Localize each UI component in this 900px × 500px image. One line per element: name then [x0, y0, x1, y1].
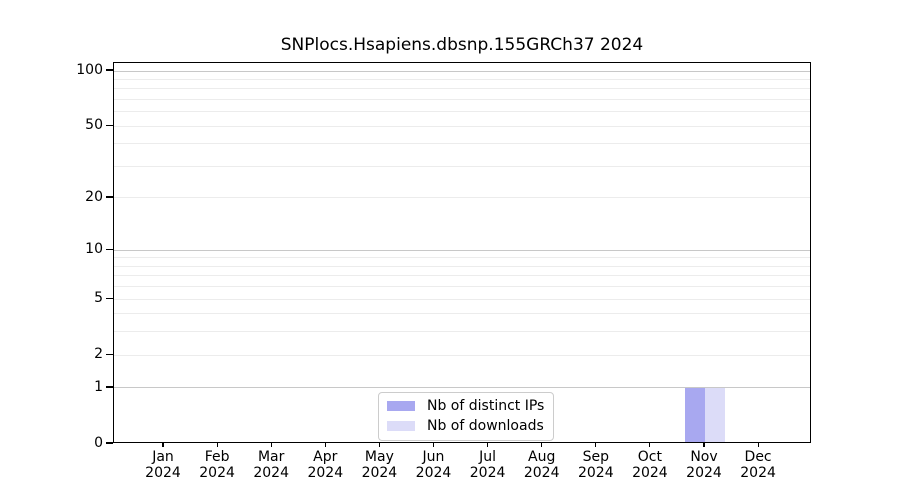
y-tick-mark	[106, 69, 113, 71]
legend-label-downloads: Nb of downloads	[427, 418, 544, 434]
x-tick-mark	[162, 443, 164, 447]
x-tick-mark	[649, 443, 651, 447]
x-tick-label: Mar 2024	[253, 449, 290, 481]
legend-swatch-downloads	[387, 421, 415, 431]
x-tick-mark	[432, 443, 435, 447]
y-tick-label: 10	[85, 241, 103, 258]
y-tick-mark	[106, 248, 113, 250]
y-tick-label: 100	[76, 62, 103, 78]
minor-gridline	[114, 197, 810, 199]
x-tick-label: Aug 2024	[523, 449, 560, 481]
y-tick-label: 50	[85, 117, 103, 134]
y-tick-mark	[106, 297, 113, 299]
legend-item-distinct-ips: Nb of distinct IPs	[387, 398, 544, 414]
y-tick-mark	[106, 442, 113, 444]
x-tick-mark	[757, 443, 759, 447]
y-tick-mark	[106, 386, 113, 388]
x-tick-mark	[270, 443, 272, 447]
chart-title: SNPlocs.Hsapiens.dbsnp.155GRCh37 2024	[280, 35, 644, 55]
minor-gridline	[114, 78, 810, 80]
legend: Nb of distinct IPs Nb of downloads	[378, 392, 555, 441]
y-tick-label: 1	[94, 378, 103, 395]
x-tick-mark	[541, 443, 543, 447]
plot-area	[113, 62, 811, 443]
x-tick-label: Apr 2024	[307, 449, 344, 481]
bar	[705, 387, 725, 442]
minor-gridline	[114, 125, 810, 127]
x-tick-label: Sep 2024	[577, 449, 614, 481]
x-tick-mark	[324, 443, 326, 447]
x-tick-mark	[378, 443, 380, 447]
y-tick-mark	[106, 196, 113, 198]
legend-item-downloads: Nb of downloads	[387, 418, 544, 434]
legend-label-distinct-ips: Nb of distinct IPs	[427, 398, 545, 414]
x-tick-label: Jan 2024	[145, 449, 181, 481]
x-tick-label: Nov 2024	[686, 449, 722, 481]
minor-gridline	[114, 165, 810, 167]
legend-swatch-distinct-ips	[387, 401, 415, 411]
major-gridline	[114, 249, 810, 251]
x-tick-label: May 2024	[361, 449, 398, 481]
minor-gridline	[114, 275, 810, 277]
y-tick-label: 0	[94, 435, 103, 451]
minor-gridline	[114, 111, 810, 113]
bar	[685, 387, 705, 442]
y-tick-mark	[106, 353, 113, 355]
major-gridline	[114, 387, 810, 389]
minor-gridline	[114, 257, 810, 259]
x-tick-label: Jul 2024	[469, 449, 506, 481]
minor-gridline	[114, 88, 810, 90]
x-tick-label: Feb 2024	[199, 449, 235, 481]
y-tick-label: 5	[94, 290, 103, 307]
minor-gridline	[114, 265, 810, 267]
y-tick-label: 2	[94, 346, 103, 363]
minor-gridline	[114, 354, 810, 356]
x-tick-label: Dec 2024	[740, 449, 776, 481]
major-gridline	[114, 70, 810, 72]
x-tick-mark	[216, 443, 218, 447]
x-tick-mark	[595, 443, 597, 447]
y-tick-label: 20	[85, 188, 103, 205]
minor-gridline	[114, 286, 810, 288]
x-tick-mark	[487, 443, 489, 447]
minor-gridline	[114, 298, 810, 300]
x-tick-mark	[703, 443, 705, 447]
x-tick-label: Jun 2024	[415, 449, 452, 481]
minor-gridline	[114, 143, 810, 145]
minor-gridline	[114, 98, 810, 100]
minor-gridline	[114, 313, 810, 315]
minor-gridline	[114, 331, 810, 333]
x-tick-label: Oct 2024	[632, 449, 668, 481]
y-tick-mark	[106, 124, 113, 126]
